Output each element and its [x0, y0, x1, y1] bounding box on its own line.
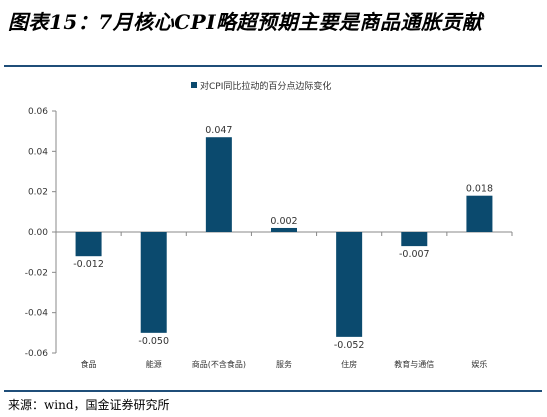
bar-3 — [205, 137, 232, 232]
y-tick-label: 0.06 — [28, 107, 48, 117]
y-tick-label: -0.02 — [25, 268, 48, 278]
y-tick-label: -0.04 — [25, 309, 49, 319]
bar-2 — [140, 232, 167, 333]
figure-title: 图表15：7月核心CPI略超预期主要是商品通胀贡献 — [8, 10, 483, 34]
data-label: 0.047 — [205, 125, 232, 136]
data-label: 0.018 — [466, 184, 493, 195]
bottom-rule — [4, 390, 542, 392]
y-tick-label: 0.02 — [28, 188, 48, 198]
legend: 对CPI同比拉动的百分点边际变化 — [191, 80, 331, 92]
x-axis: 食品 能源 商品(不含食品) 服务 住房 教育与通信 娱乐 — [55, 231, 513, 369]
y-tick-label: -0.06 — [25, 349, 49, 359]
x-category-label: 食品 — [81, 359, 97, 369]
bar-6 — [401, 232, 428, 247]
data-label: -0.050 — [138, 336, 169, 347]
legend-label: 对CPI同比拉动的百分点边际变化 — [200, 80, 331, 92]
x-category-label: 商品(不含食品) — [192, 359, 246, 369]
y-axis: 0.06 0.04 0.02 0.00 -0.02 -0.04 -0.06 — [25, 107, 57, 359]
data-label: -0.012 — [73, 259, 104, 270]
x-category-label: 能源 — [146, 359, 162, 369]
data-label: -0.052 — [334, 340, 365, 351]
x-category-label: 住房 — [341, 359, 357, 369]
y-tick-label: 0.00 — [28, 228, 48, 238]
source-note: 来源：wind，国金证券研究所 — [8, 398, 170, 412]
top-rule — [4, 65, 542, 67]
data-label: -0.007 — [399, 249, 430, 260]
y-tick-label: 0.04 — [28, 147, 48, 157]
data-labels: -0.012 -0.050 0.047 0.002 -0.052 -0.007 0.018 — [73, 125, 493, 351]
data-label: 0.002 — [270, 216, 297, 227]
bar-1 — [75, 232, 102, 257]
bar-7 — [466, 195, 493, 232]
x-category-label: 教育与通信 — [394, 359, 434, 369]
bar-series — [75, 137, 493, 337]
x-category-label: 服务 — [276, 359, 292, 369]
bar-4 — [271, 227, 297, 232]
x-category-label: 娱乐 — [471, 359, 487, 369]
legend-swatch — [191, 82, 197, 88]
bar-5 — [336, 232, 363, 337]
